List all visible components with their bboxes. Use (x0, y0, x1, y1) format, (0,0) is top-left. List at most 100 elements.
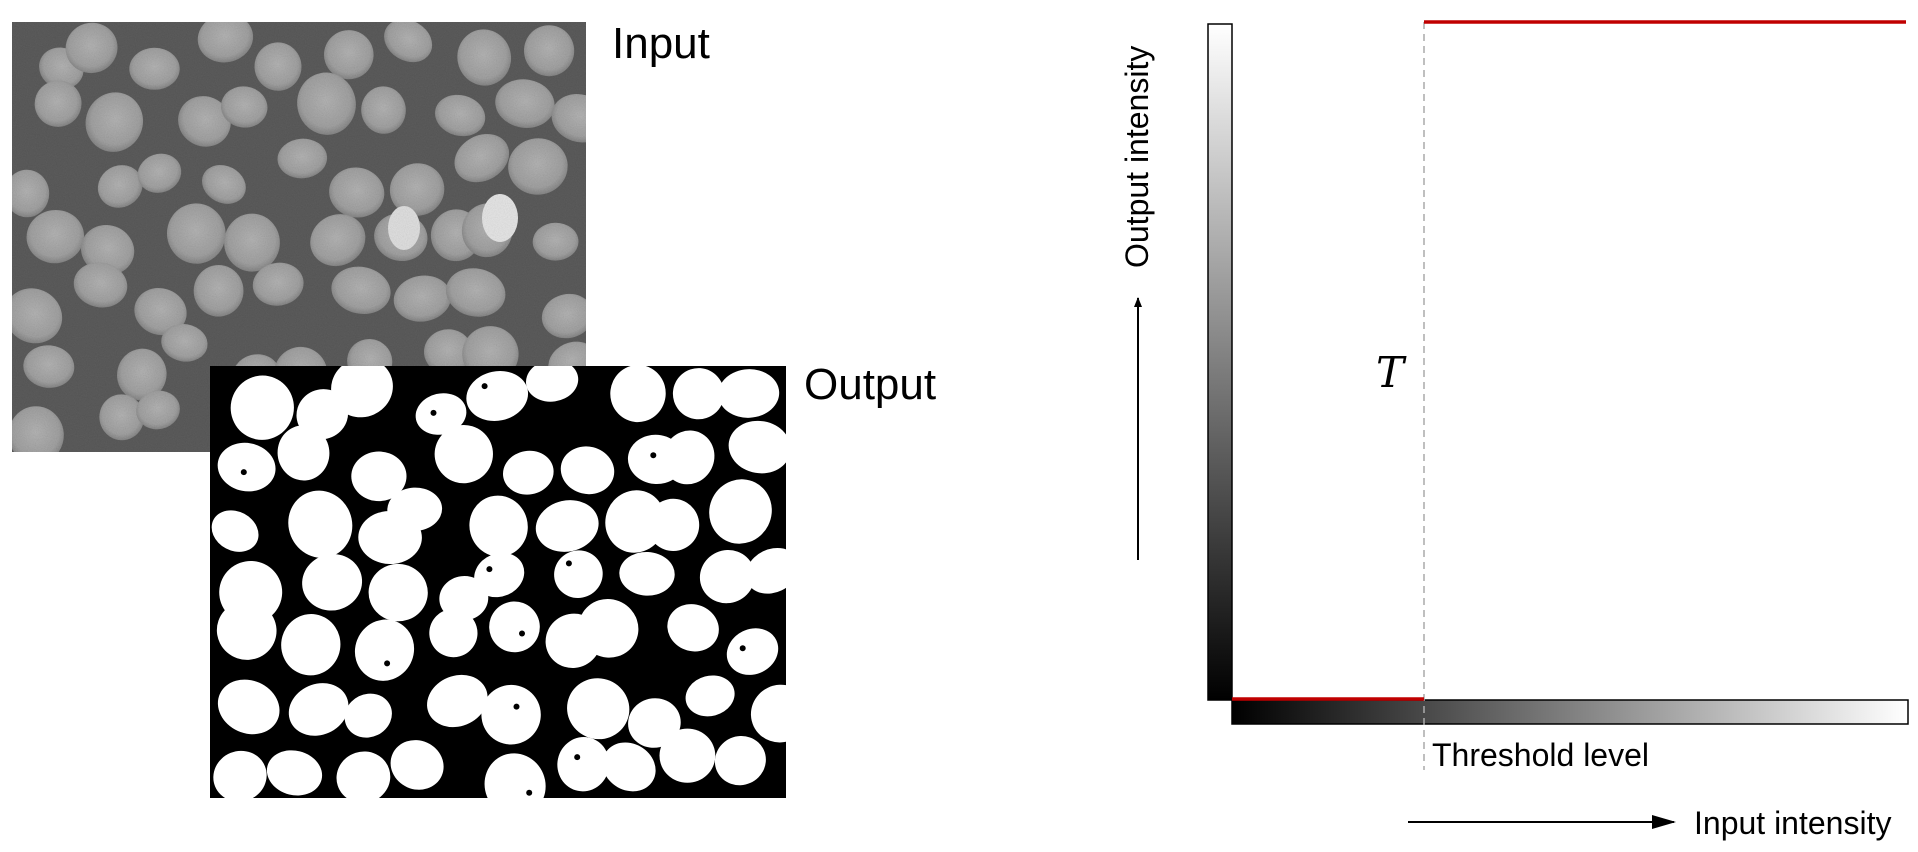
nucleus (129, 47, 180, 90)
nucleus (541, 293, 586, 339)
nucleus (647, 498, 700, 551)
nucleus (23, 345, 75, 388)
nucleus (288, 490, 353, 558)
output-intensity-label: Output intensity (1119, 46, 1155, 268)
nucleus (457, 29, 512, 86)
nucleus (217, 442, 276, 492)
nucleus (34, 80, 82, 127)
nucleus (659, 728, 716, 783)
nucleus (387, 487, 443, 532)
nucleus (254, 42, 302, 91)
nucleus (560, 446, 615, 495)
nucleus (714, 735, 766, 786)
nucleus (65, 22, 118, 74)
nucleus (12, 288, 63, 344)
nucleus (489, 601, 540, 653)
nucleus-hole (519, 630, 525, 637)
nucleus (532, 222, 579, 261)
nucleus (454, 133, 510, 183)
nucleus (97, 165, 143, 208)
nucleus (288, 683, 349, 736)
nucleus-hole (526, 789, 533, 796)
nucleus (201, 164, 246, 204)
nucleus (80, 224, 135, 275)
nucleus (535, 500, 599, 552)
nucleus (324, 30, 374, 80)
nucleus (434, 424, 493, 484)
nucleus (166, 203, 226, 264)
nucleus-hole (240, 469, 247, 476)
nucleus (368, 563, 428, 622)
nucleus (445, 268, 506, 317)
nucleus (213, 750, 267, 798)
nucleus (390, 740, 444, 790)
nucleus (429, 609, 478, 658)
nucleus (178, 96, 231, 147)
nucleus (220, 86, 268, 128)
nucleus (393, 275, 452, 322)
nucleus (216, 601, 277, 660)
output-label: Output (804, 360, 937, 409)
nucleus (361, 86, 406, 134)
nucleus (578, 598, 639, 658)
nucleus (297, 72, 356, 135)
nucleus (134, 288, 187, 336)
nucleus (277, 425, 330, 481)
nucleus (745, 547, 786, 594)
threshold-level-label: Threshold level (1432, 737, 1649, 773)
nucleus (567, 678, 630, 740)
nucleus (230, 375, 294, 440)
nucleus (427, 674, 488, 728)
output-image (210, 366, 786, 798)
input-gradient-bar (1231, 699, 1909, 725)
nucleus-hole (430, 409, 437, 416)
nucleus-hole (739, 645, 746, 652)
nucleus (628, 698, 681, 748)
nucleus-hole (486, 566, 493, 573)
nucleus (728, 420, 786, 474)
nucleus (508, 138, 568, 195)
nucleus (354, 619, 415, 681)
nucleus (12, 406, 64, 452)
nucleus (331, 366, 393, 418)
nucleus (384, 22, 433, 63)
nucleus (503, 450, 554, 495)
nucleus-hole (574, 754, 581, 761)
nucleus (161, 323, 208, 362)
threshold-symbol: T (1376, 348, 1407, 397)
nucleus (718, 369, 780, 418)
nucleus (557, 737, 610, 792)
nucleus (551, 93, 586, 143)
nucleus (73, 262, 128, 308)
nucleus (672, 368, 725, 420)
input-intensity-label: Input intensity (1694, 805, 1891, 841)
nucleus (26, 209, 85, 264)
nucleus (193, 265, 244, 317)
nucleus (685, 675, 735, 717)
nucleus (136, 390, 180, 430)
nucleus (252, 262, 304, 306)
nucleus-hole (384, 660, 391, 667)
nucleus (12, 169, 50, 218)
nucleus (197, 22, 254, 63)
nucleus (224, 213, 280, 272)
nucleus (415, 393, 467, 435)
nucleus (619, 551, 675, 596)
nucleus (281, 614, 341, 676)
nucleus (726, 628, 779, 675)
nucleus (435, 94, 486, 137)
nucleus (211, 510, 259, 552)
nucleus (99, 394, 145, 441)
nucleus (266, 750, 323, 796)
nucleus (389, 163, 445, 216)
nucleus (525, 366, 579, 402)
nucleus (523, 25, 575, 77)
input-label: Input (612, 19, 710, 68)
nucleus (329, 167, 385, 218)
nucleus (699, 549, 755, 604)
nucleus (610, 366, 666, 423)
nucleus-hole (513, 703, 520, 710)
nucleus-hole (481, 383, 488, 390)
nucleus (85, 92, 144, 152)
nucleus (137, 153, 182, 193)
